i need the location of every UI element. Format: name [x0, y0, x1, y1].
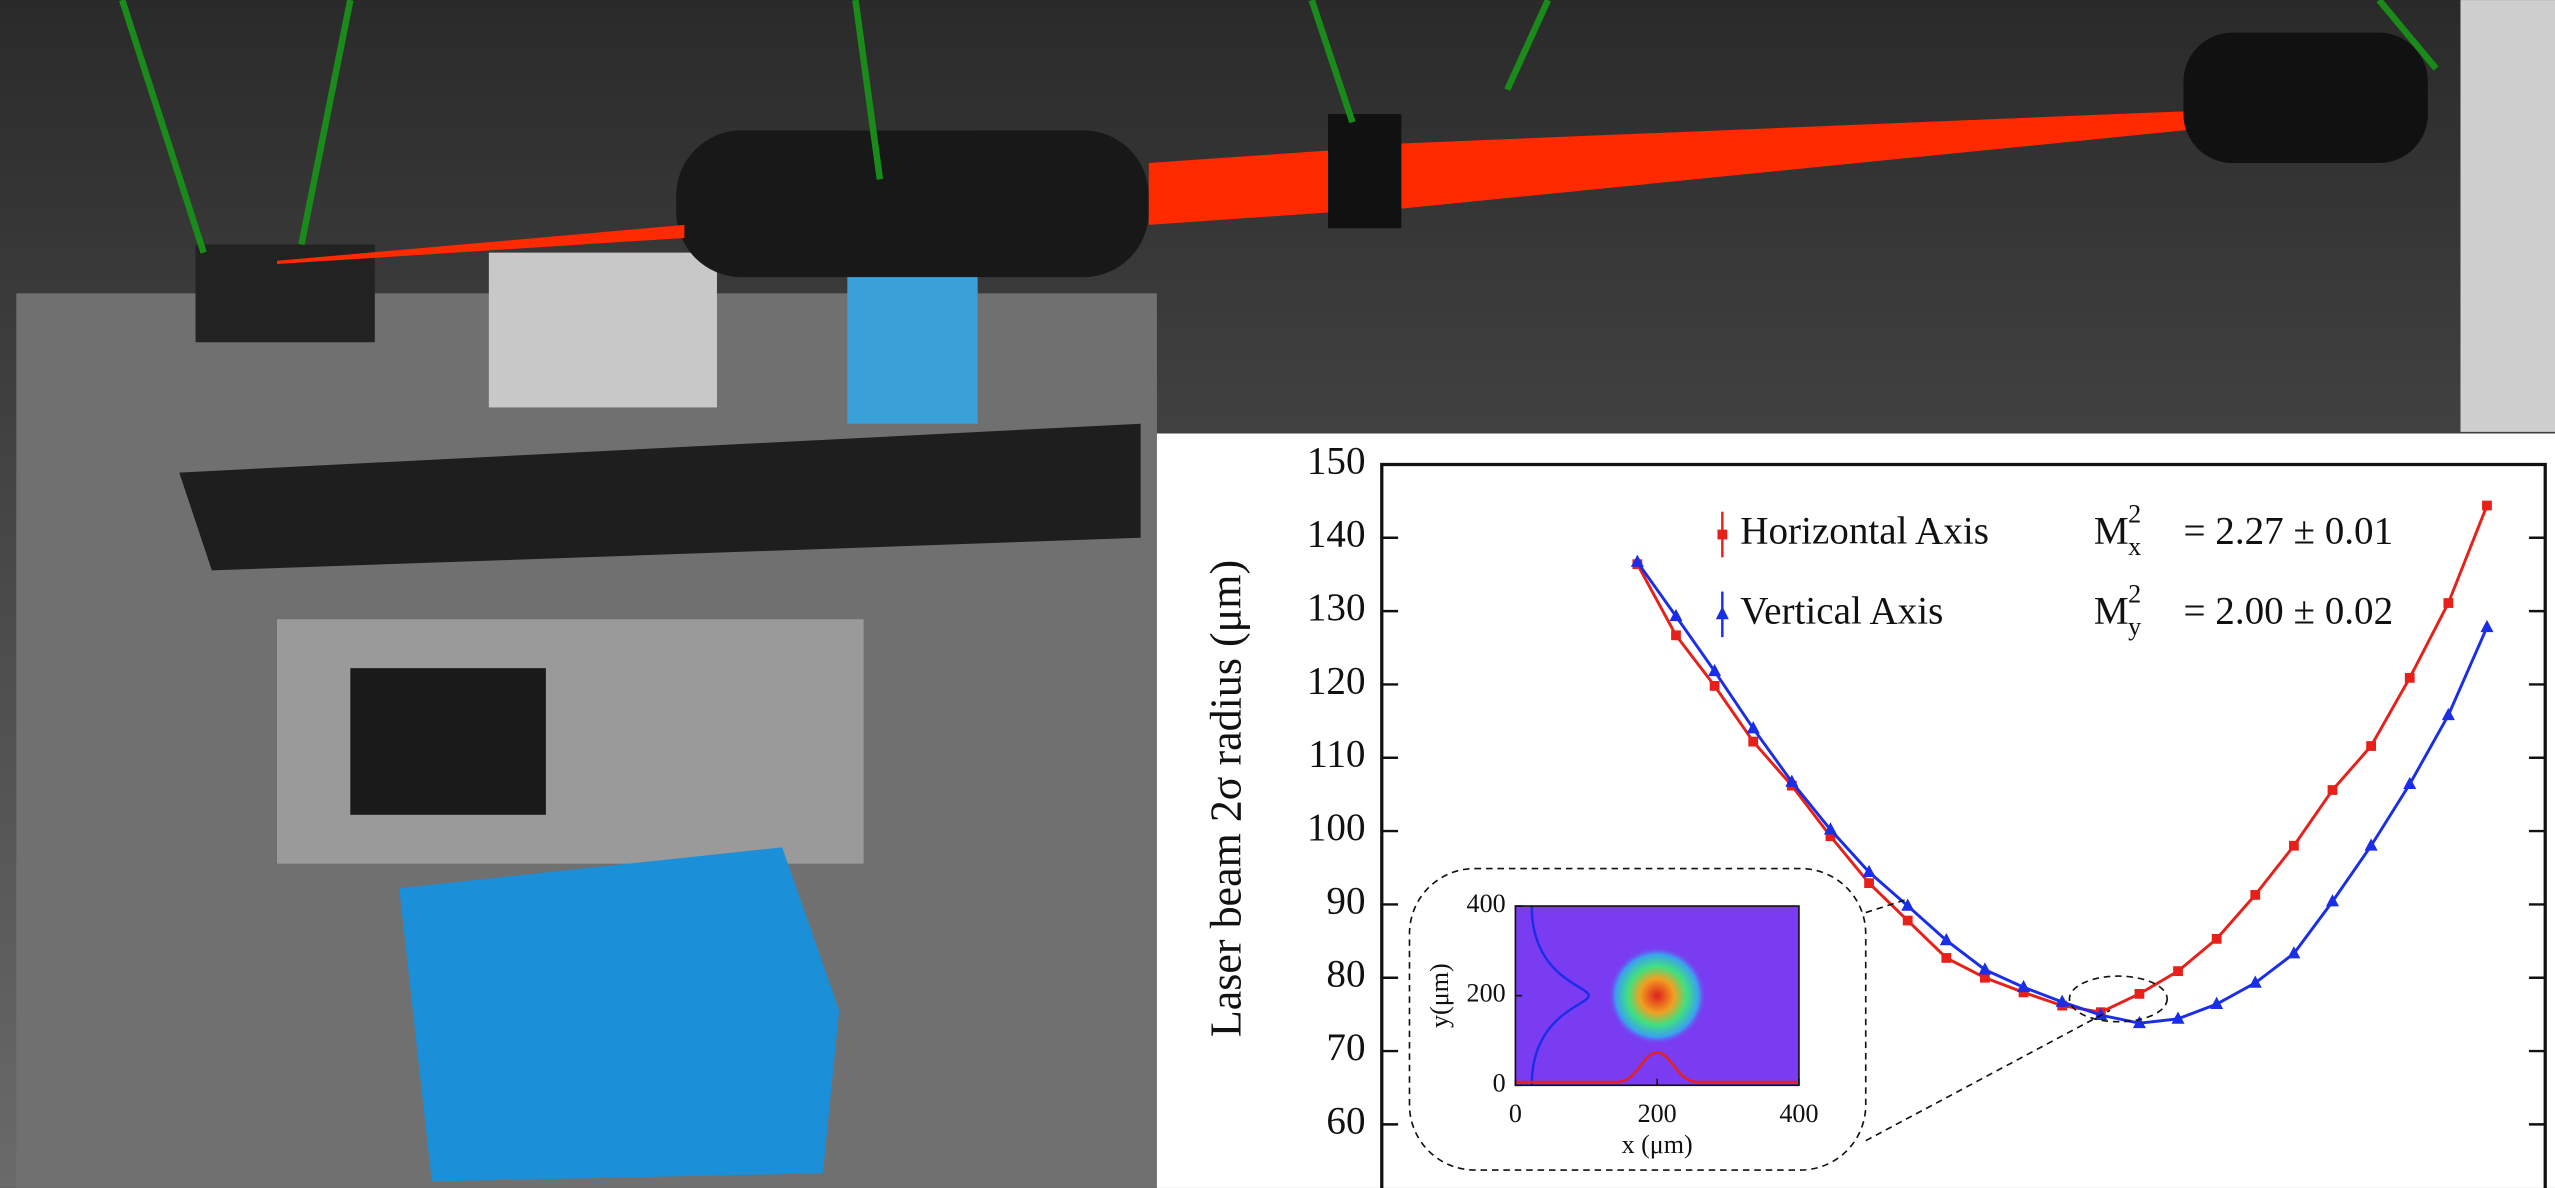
marker	[2289, 841, 2299, 851]
y-tick-label: 120	[1307, 659, 1366, 702]
screenshot: Laser beam 2σ radius (μm) 60 70 80 90 100 110…	[0, 0, 2555, 1188]
marker	[2443, 598, 2453, 608]
annotation-text: = 2.27 ± 0.01	[2183, 509, 2393, 552]
y-tick-label: 140	[1307, 513, 1366, 556]
y-tick-label: 60	[1326, 1099, 1365, 1142]
legend-label: Horizontal Axis	[1740, 509, 1989, 552]
inset-x-tick-label: 400	[1779, 1099, 1818, 1128]
annotation-superscript: 2	[2128, 500, 2141, 529]
marker	[2482, 501, 2492, 511]
annotation-subscript: y	[2128, 612, 2141, 641]
legend-label: Vertical Axis	[1740, 589, 1943, 632]
frame-post	[2460, 0, 2555, 432]
inset-x-tick-label: 0	[1509, 1099, 1522, 1128]
marker	[2212, 934, 2222, 944]
page: {"chart_data": [ {"type": "line", "y_lab…	[0, 0, 2555, 1188]
marker	[1671, 630, 1681, 640]
inset-y-tick-label: 200	[1467, 979, 1506, 1008]
y-tick-label: 70	[1326, 1026, 1365, 1069]
marker	[2135, 989, 2145, 999]
y-tick-label: 90	[1326, 879, 1365, 922]
inset-y-tick-label: 0	[1493, 1068, 1506, 1097]
y-tick-label: 130	[1307, 586, 1366, 629]
y-tick-label: 80	[1326, 953, 1365, 996]
inset-x-label: x (μm)	[1622, 1130, 1693, 1159]
marker	[1941, 953, 1951, 963]
marker	[2173, 966, 2183, 976]
inset-y-tick-label: 400	[1467, 889, 1506, 918]
marker	[2405, 673, 2415, 683]
marker	[1710, 681, 1720, 691]
lens	[1328, 114, 1401, 228]
laser-beam	[1149, 150, 1336, 225]
objective	[676, 130, 1149, 277]
annotation-superscript: 2	[2128, 579, 2141, 608]
camera	[2183, 33, 2427, 163]
inset-y-label: y(μm)	[1425, 963, 1454, 1028]
blue-box	[399, 847, 839, 1181]
y-tick-label: 110	[1308, 733, 1365, 776]
annotation-text: = 2.00 ± 0.02	[2183, 589, 2393, 632]
y-tick-label: 100	[1307, 806, 1366, 849]
marker	[1864, 878, 1874, 888]
annotation-subscript: x	[2128, 532, 2141, 561]
stage-grip	[350, 668, 546, 815]
marker	[2366, 741, 2376, 751]
marker	[2250, 890, 2260, 900]
mount-block	[489, 253, 717, 408]
beam-spot	[1608, 947, 1706, 1045]
marker	[2328, 785, 2338, 795]
y-tick-label: 150	[1307, 439, 1366, 482]
annotation-symbol: M	[2094, 509, 2129, 552]
y-axis-label: Laser beam 2σ radius (μm)	[1201, 560, 1250, 1037]
inset-x-tick-label: 200	[1638, 1099, 1677, 1128]
marker	[1903, 916, 1913, 926]
annotation-symbol: M	[2094, 589, 2129, 632]
marker	[1748, 737, 1758, 747]
